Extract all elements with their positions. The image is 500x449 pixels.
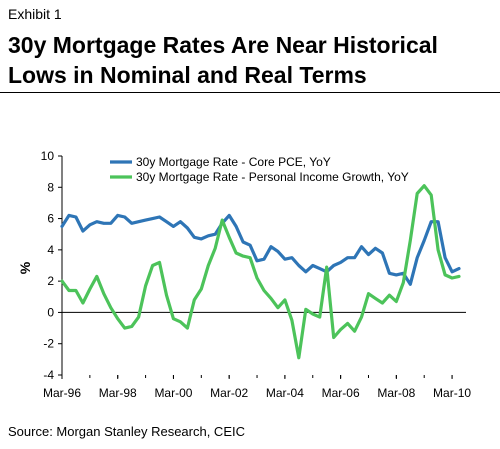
title-divider [0, 92, 500, 93]
y-tick-label: -4 [43, 368, 54, 382]
series-line-2 [60, 184, 461, 360]
source-note: Source: Morgan Stanley Research, CEIC [8, 424, 245, 439]
chart-ticks: -4 -2 0 2 4 6 8 10 Mar-96 Mar-98 Mar-00 Mar-02 Mar-0… [41, 149, 472, 400]
y-tick-label: -2 [43, 337, 54, 351]
title-line-1: 30y Mortgage Rates Are Near Historical [8, 32, 438, 58]
legend-label-2: 30y Mortgage Rate - Personal Income Grow… [136, 170, 409, 184]
x-tick-label: Mar-04 [266, 386, 304, 400]
y-axis-label: % [17, 261, 33, 274]
x-tick-label: Mar-10 [433, 386, 471, 400]
x-tick-label: Mar-02 [210, 386, 248, 400]
x-tick-label: Mar-00 [154, 386, 192, 400]
x-tick-label: Mar-08 [377, 386, 415, 400]
y-tick-label: 6 [47, 212, 54, 226]
legend-label-1: 30y Mortgage Rate - Core PCE, YoY [136, 155, 331, 169]
x-tick-label: Mar-96 [43, 386, 81, 400]
y-tick-label: 4 [47, 243, 54, 257]
series-line-1 [60, 213, 461, 286]
title-line-2: Lows in Nominal and Real Terms [8, 62, 367, 88]
y-tick-label: 2 [47, 274, 54, 288]
chart-axes [61, 156, 466, 375]
chart-title: 30y Mortgage Rates Are Near Historical L… [8, 30, 492, 90]
y-tick-label: 8 [47, 180, 54, 194]
exhibit-label: Exhibit 1 [8, 6, 62, 22]
y-tick-label: 10 [41, 149, 55, 163]
y-tick-label: 0 [47, 305, 54, 319]
x-tick-label: Mar-98 [99, 386, 137, 400]
chart-lines [60, 184, 461, 360]
x-tick-label: Mar-06 [322, 386, 360, 400]
